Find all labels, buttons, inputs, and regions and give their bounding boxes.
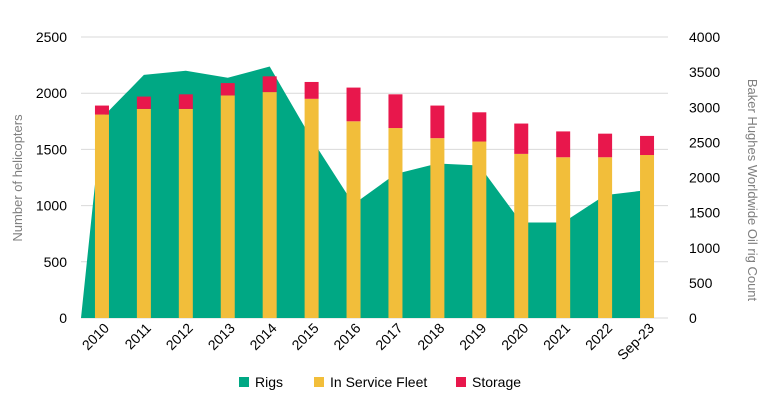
x-axis-ticks: 2010 2011 2012 2013 2014 2015 2016 2017 2018 2019… (79, 320, 658, 363)
bar-storage (346, 87, 361, 122)
x-tick-label: 2011 (121, 320, 154, 353)
bar-storage (388, 94, 403, 129)
bar-storage (514, 123, 529, 154)
bar-in-service-fleet (178, 108, 193, 318)
right-tick-label: 2500 (689, 134, 720, 150)
y-axis-title-right: Baker Hughes Worldwide Oil rig Count (745, 79, 760, 302)
right-tick-label: 3500 (689, 64, 720, 80)
right-tick-label: 4000 (689, 29, 720, 45)
bar-in-service-fleet (598, 157, 613, 318)
x-tick-label: 2010 (79, 320, 112, 353)
bar-in-service-fleet (94, 114, 109, 318)
x-tick-label: 2021 (540, 320, 573, 353)
right-tick-label: 1000 (689, 240, 720, 256)
bar-in-service-fleet (514, 153, 529, 318)
x-tick-label: 2013 (205, 320, 238, 353)
bar-in-service-fleet (430, 138, 445, 318)
bar-storage (472, 112, 487, 142)
legend-label-storage: Storage (472, 374, 521, 390)
left-tick-label: 2000 (36, 85, 67, 101)
x-tick-label: 2017 (372, 320, 405, 353)
right-axis-ticks: 0 500 1000 1500 2000 2500 3000 3500 4000 (689, 29, 720, 326)
bar-in-service-fleet (136, 108, 151, 318)
left-tick-label: 500 (44, 254, 68, 270)
x-tick-label: 2016 (330, 320, 363, 353)
left-tick-label: 1500 (36, 141, 67, 157)
left-axis-ticks: 0 500 1000 1500 2000 2500 (36, 29, 67, 326)
bar-in-service-fleet (304, 98, 319, 318)
bar-storage (304, 81, 319, 99)
x-tick-label: Sep-23 (614, 320, 657, 363)
x-tick-label: 2019 (456, 320, 489, 353)
bar-storage (178, 94, 193, 109)
bar-storage (94, 105, 109, 115)
left-tick-label: 2500 (36, 29, 67, 45)
right-tick-label: 0 (689, 310, 697, 326)
bar-in-service-fleet (640, 155, 655, 318)
right-tick-label: 3000 (689, 99, 720, 115)
x-tick-label: 2014 (246, 320, 279, 353)
right-tick-label: 2000 (689, 170, 720, 186)
legend-swatch-rigs (239, 377, 249, 387)
bar-storage (136, 96, 151, 109)
legend: Rigs In Service Fleet Storage (239, 374, 521, 390)
bar-in-service-fleet (346, 121, 361, 318)
bar-storage (598, 133, 613, 158)
bar-in-service-fleet (262, 92, 277, 319)
bar-storage (220, 83, 235, 96)
bar-in-service-fleet (556, 157, 571, 318)
y-axis-title-left: Number of helicopters (10, 114, 25, 242)
left-tick-label: 0 (59, 310, 67, 326)
x-tick-label: 2022 (582, 320, 615, 353)
right-tick-label: 1500 (689, 205, 720, 221)
legend-label-in-service-fleet: In Service Fleet (330, 374, 427, 390)
x-tick-label: 2015 (288, 320, 321, 353)
x-tick-label: 2018 (414, 320, 447, 353)
bar-in-service-fleet (472, 141, 487, 318)
bar-storage (430, 105, 445, 139)
bar-storage (262, 76, 277, 93)
x-tick-label: 2012 (163, 320, 196, 353)
x-tick-label: 2020 (498, 320, 531, 353)
bar-storage (640, 135, 655, 156)
left-tick-label: 1000 (36, 198, 67, 214)
bar-in-service-fleet (220, 95, 235, 318)
legend-swatch-in-service-fleet (314, 377, 324, 387)
bar-storage (556, 131, 571, 158)
legend-swatch-storage (456, 377, 466, 387)
right-tick-label: 500 (689, 275, 713, 291)
bars-layer (94, 76, 655, 319)
legend-label-rigs: Rigs (255, 374, 283, 390)
bar-in-service-fleet (388, 128, 403, 318)
